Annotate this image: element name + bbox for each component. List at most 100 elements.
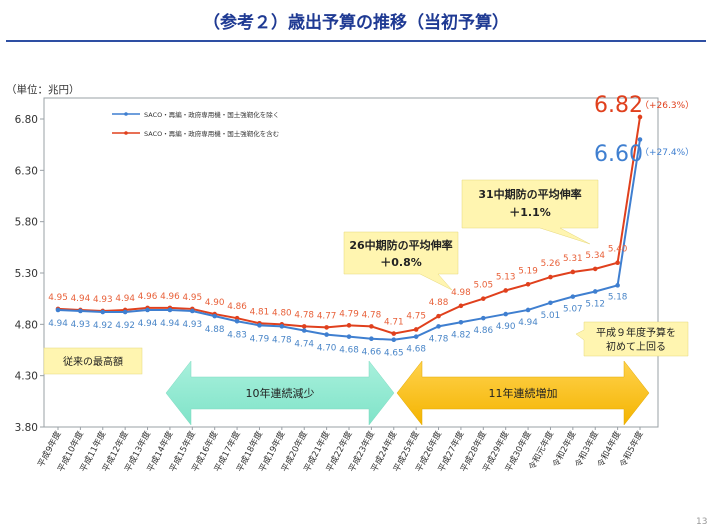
increase-arrow-label: 11年連続増加 <box>489 386 558 400</box>
blue-point <box>212 313 217 319</box>
red-data-label: 4.93 <box>93 295 113 305</box>
blue-data-label: 4.94 <box>518 318 538 328</box>
x-axis: 平成9年度平成10年度平成11年度平成12年度平成13年度平成14年度平成15年… <box>35 427 646 474</box>
y-axis: 3.80 4.30 4.80 5.30 5.80 6.30 6.80 <box>15 114 44 434</box>
red-point <box>548 274 553 280</box>
blue-point <box>391 337 397 343</box>
avg26-line1: 26中期防の平均伸率 <box>349 238 452 252</box>
red-data-label: 4.94 <box>115 294 135 304</box>
blue-data-label: 4.92 <box>115 321 135 331</box>
max-note-callout: 従来の最高額 <box>43 347 143 375</box>
y-tick-label: 6.80 <box>15 114 38 126</box>
blue-data-label: 5.18 <box>608 292 628 302</box>
increase-arrow: 11年連続増加 <box>396 360 650 426</box>
avg26-line2: ＋0.8% <box>380 256 422 269</box>
page-number: 13 <box>696 517 707 527</box>
decrease-arrow-label: 10年連続減少 <box>246 386 315 400</box>
blue-point <box>413 334 419 339</box>
red-point <box>481 296 486 301</box>
red-data-label: 4.80 <box>272 308 292 318</box>
red-data-label: 4.88 <box>429 298 449 308</box>
blue-data-label: 4.70 <box>317 344 337 354</box>
red-data-label: 4.86 <box>227 302 247 312</box>
legend-marker-red <box>124 131 128 135</box>
red-point <box>637 114 643 120</box>
red-point <box>615 260 620 266</box>
blue-point <box>503 311 508 317</box>
red-data-label: 4.90 <box>205 298 225 308</box>
blue-data-label: 4.68 <box>406 345 426 355</box>
blue-data-label: 4.93 <box>183 320 203 330</box>
red-data-label: 4.96 <box>138 292 158 302</box>
exceed-callout: 平成９年度予算を 初めて上回る <box>575 321 689 357</box>
red-data-label: 4.78 <box>294 310 314 320</box>
labels-layer: 4.95 4.94 4.93 4.94 4.96 4.96 4.954.90 4.864.81… <box>48 245 628 359</box>
exceed-line2: 初めて上回る <box>606 340 666 353</box>
red-data-label: 5.19 <box>518 266 538 276</box>
y-tick-label: 5.80 <box>15 217 38 229</box>
blue-point <box>55 307 61 313</box>
title-rule <box>6 40 706 42</box>
y-tick-label: 4.80 <box>15 319 38 331</box>
blue-data-label: 4.74 <box>294 339 314 349</box>
red-data-label: 5.34 <box>585 251 605 261</box>
blue-point <box>100 309 106 315</box>
blue-data-label: 4.78 <box>429 334 449 344</box>
red-data-label: 5.05 <box>474 281 494 291</box>
blue-data-label: 5.12 <box>585 299 605 309</box>
max-note-text: 従来の最高額 <box>63 355 123 368</box>
red-data-label: 4.96 <box>160 292 180 302</box>
blue-point <box>548 300 553 306</box>
title-bar: （参考２）歳出予算の推移（当初予算） <box>0 0 712 44</box>
blue-data-label: 4.88 <box>205 325 225 335</box>
series-layer <box>55 114 643 343</box>
blue-data-label: 4.93 <box>71 320 91 330</box>
blue-data-label: 4.83 <box>227 330 247 340</box>
red-point <box>503 288 508 293</box>
exceed-line1: 平成９年度予算を <box>596 326 676 339</box>
blue-point <box>592 289 598 294</box>
blue-data-label: 4.94 <box>160 319 180 329</box>
blue-data-label: 4.65 <box>384 349 404 359</box>
blue-point <box>637 137 643 142</box>
blue-point <box>122 309 128 315</box>
blue-point <box>570 294 576 299</box>
final-blue-pct: （+27.4%） <box>640 147 694 158</box>
red-point <box>301 324 307 329</box>
legend-marker-blue <box>124 112 128 116</box>
y-tick-label: 4.30 <box>15 371 38 383</box>
final-red-pct: （+26.3%） <box>640 100 694 111</box>
final-blue-value: 6.60 <box>594 142 643 167</box>
red-data-label: 5.26 <box>541 259 561 269</box>
blue-point <box>436 324 441 329</box>
red-data-label: 4.95 <box>48 293 68 303</box>
red-point <box>436 313 441 319</box>
blue-data-label: 4.92 <box>93 321 113 331</box>
blue-data-label: 4.66 <box>362 348 382 358</box>
y-tick-label: 5.30 <box>15 268 38 280</box>
blue-point <box>279 324 285 329</box>
blue-point <box>78 308 83 314</box>
y-tick-label: 6.30 <box>15 165 38 177</box>
legend: SACO・再編・政府専用機・国土強靭化を除く SACO・再編・政府専用機・国土強… <box>112 110 279 138</box>
blue-point <box>615 283 620 288</box>
avg31-line1: 31中期防の平均伸率 <box>478 187 581 201</box>
blue-data-label: 4.94 <box>48 319 68 329</box>
red-data-label: 4.79 <box>339 309 359 319</box>
y-tick-label: 3.80 <box>15 422 38 434</box>
blue-data-label: 4.79 <box>250 334 270 344</box>
red-data-label: 4.95 <box>183 293 203 303</box>
avg31-callout: 31中期防の平均伸率 ＋1.1% <box>461 179 599 245</box>
red-data-label: 4.78 <box>362 310 382 320</box>
red-point <box>592 266 598 272</box>
red-data-label: 4.94 <box>71 294 91 304</box>
red-point <box>458 303 464 309</box>
blue-data-label: 4.86 <box>474 326 494 336</box>
decrease-arrow: 10年連続減少 <box>165 360 395 426</box>
blue-point <box>458 319 464 325</box>
final-red-value: 6.82 <box>594 93 643 118</box>
red-point <box>525 281 531 287</box>
red-point <box>346 323 352 328</box>
red-point <box>413 327 419 332</box>
